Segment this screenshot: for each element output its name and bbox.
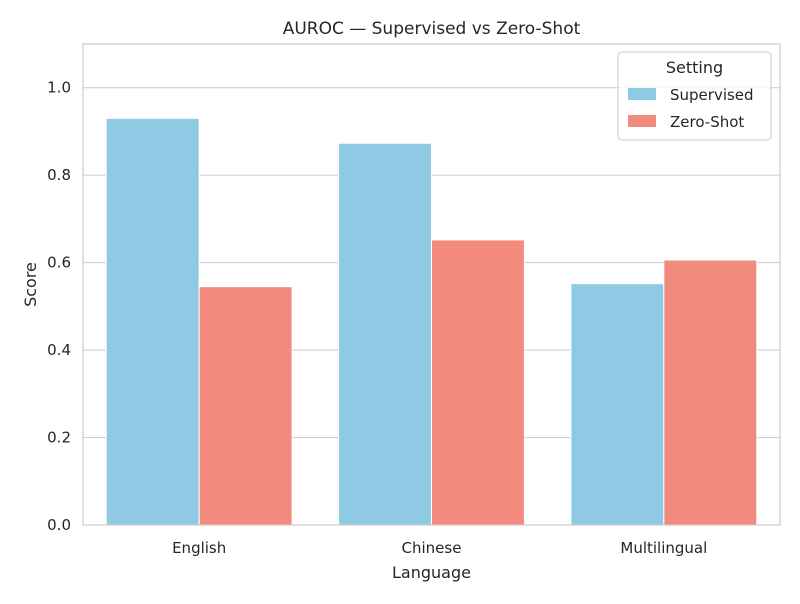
y-tick-labels: 0.0 0.2 0.4 0.6 0.8 1.0 [47, 79, 71, 534]
y-tick-label: 0.6 [47, 254, 71, 272]
x-axis-label: Language [392, 563, 471, 582]
y-tick-label: 1.0 [47, 79, 71, 97]
legend-box [617, 51, 772, 141]
y-tick-label: 0.4 [47, 341, 71, 359]
bar-zero-shot [198, 286, 293, 526]
plot-frame [82, 43, 781, 526]
x-tick-labels: English Chinese Multilingual [172, 539, 707, 557]
legend-label: Zero-Shot [670, 113, 744, 131]
bar-supervised [570, 283, 665, 526]
x-tick-label: Chinese [402, 539, 462, 557]
bar-zero-shot [663, 259, 758, 526]
x-tick-label: English [172, 539, 226, 557]
legend: Setting Supervised Zero-Shot [617, 51, 772, 141]
legend-items: Supervised Zero-Shot [628, 86, 754, 131]
legend-swatch [628, 115, 656, 127]
bar-zero-shot [431, 239, 525, 526]
legend-title: Setting [666, 58, 723, 77]
y-tick-label: 0.2 [47, 429, 71, 447]
x-tick-label: Multilingual [620, 539, 707, 557]
bars [105, 117, 758, 526]
bar-supervised [338, 142, 433, 526]
bar-supervised [105, 117, 200, 526]
y-tick-label: 0.8 [47, 166, 71, 184]
legend-swatch [628, 88, 656, 100]
chart-title: AUROC — Supervised vs Zero-Shot [283, 19, 581, 39]
y-tick-label: 0.0 [47, 516, 71, 534]
y-axis-label: Score [21, 262, 40, 307]
legend-label: Supervised [670, 86, 754, 104]
